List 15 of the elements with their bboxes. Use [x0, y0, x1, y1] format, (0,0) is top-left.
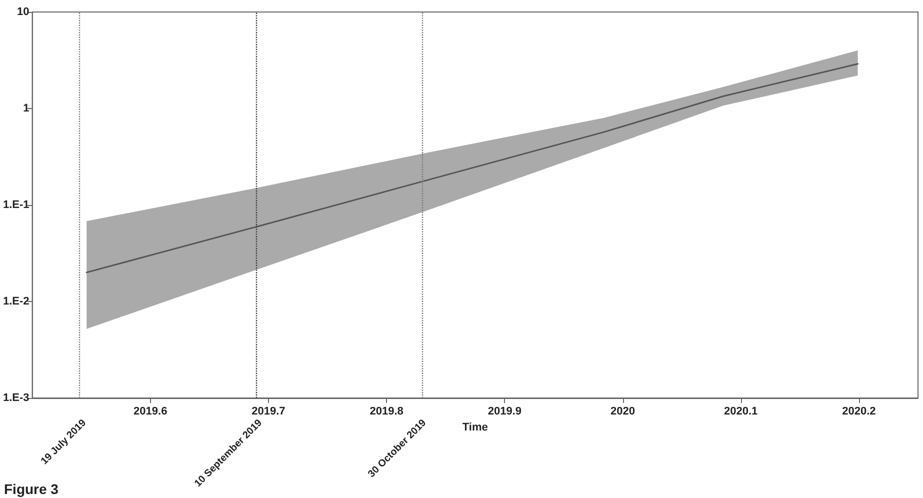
x-tick-label: 2019.6	[134, 406, 168, 418]
x-tick-label: 2019.7	[252, 406, 286, 418]
x-tick-label: 2020.2	[842, 406, 876, 418]
y-tick-label: 1.E-1	[2, 199, 30, 211]
y-tick-label: 10	[17, 6, 30, 18]
caption: Figure 3	[4, 481, 59, 497]
y-tick-label: 1.E-3	[2, 392, 30, 404]
line-series	[86, 63, 859, 274]
x-tick-label: 2019.8	[370, 406, 404, 418]
x-tick-label: 2019.9	[488, 406, 522, 418]
x-tick-label: 2020	[610, 406, 636, 418]
y-tick-label: 1.E-2	[2, 296, 30, 308]
x-tick-label: 2020.1	[724, 406, 758, 418]
y-tick-label: 1	[23, 102, 30, 114]
x-axis-title: Time	[462, 421, 488, 434]
